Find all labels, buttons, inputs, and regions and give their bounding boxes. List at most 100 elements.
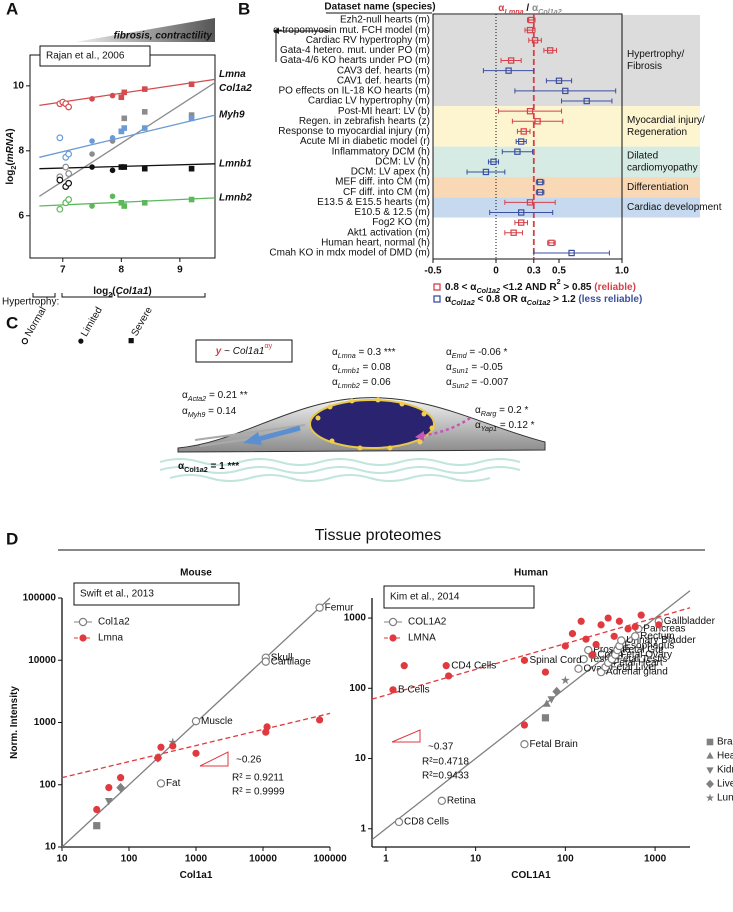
legend-label: Brain <box>717 737 733 748</box>
row-label: Gata-4 hetero. mut. under PO (m) <box>280 45 430 56</box>
error-bar <box>516 128 531 134</box>
point-label: Pancreas <box>643 624 685 635</box>
row-label: Gata-4/6 KO hearts under PO (m) <box>280 55 430 66</box>
point <box>574 664 583 673</box>
text-part: 2 <box>557 277 561 286</box>
estimate <box>562 87 569 95</box>
actomyosin-arrow <box>254 425 301 443</box>
point-label: Testis <box>589 654 615 665</box>
estimate <box>548 239 555 247</box>
group-label: Hypertrophy/ <box>627 49 684 60</box>
legend-label: Kidney <box>717 765 733 776</box>
y-axis-label: Norm. Intensity <box>9 686 20 759</box>
legend-label: Normal <box>23 305 49 338</box>
legend-marker <box>706 738 714 746</box>
estimate <box>534 118 541 125</box>
row-label: Cardiac LV hypertrophy (m) <box>308 96 430 107</box>
legend-label: Severe <box>130 305 156 338</box>
text-part: Lmna <box>504 7 523 16</box>
point <box>79 634 87 642</box>
row-label: Regen. in zebrafish hearts (z) <box>299 116 430 127</box>
x-tick-label: 1000 <box>644 854 667 865</box>
text-part: = -0.05 <box>469 362 504 373</box>
point <box>520 656 529 664</box>
point <box>400 662 408 670</box>
estimate <box>517 138 525 145</box>
point <box>542 699 551 707</box>
legend-label: LMNA <box>408 633 436 644</box>
error-bar <box>489 209 554 215</box>
source-box <box>383 585 535 609</box>
point-label: Colon <box>597 649 623 660</box>
point <box>56 176 64 184</box>
fit-line <box>39 114 216 158</box>
signal-path <box>419 416 471 438</box>
y-tick-label: 100000 <box>23 593 57 604</box>
point <box>188 115 195 122</box>
point-label: Prostate <box>593 645 631 656</box>
error-bar <box>515 139 527 145</box>
legend-label: Heart <box>717 751 733 762</box>
text-part: Col1a2 <box>184 465 208 474</box>
point <box>568 630 577 638</box>
point <box>169 742 177 750</box>
y-tick-label: 10 <box>45 842 57 853</box>
x-tick-label: 0.5 <box>552 266 566 277</box>
text-part: Myh9 <box>188 410 206 419</box>
point <box>592 640 600 649</box>
point-label: Ovary <box>583 663 610 674</box>
point <box>109 92 116 99</box>
arrow-head <box>415 431 424 441</box>
point <box>65 103 73 111</box>
row-label: MEF diff. into CM (m) <box>335 177 430 188</box>
text-part: > 1.2 <box>550 294 578 305</box>
annotation: ~0.26 <box>236 755 262 766</box>
row-label: Human heart, normal (h) <box>321 238 430 249</box>
series-label: Lmnb1 <box>219 158 252 169</box>
point <box>65 196 73 203</box>
fit-line <box>61 712 331 779</box>
estimate <box>520 128 527 135</box>
error-bar <box>504 230 523 236</box>
slope-triangle <box>199 751 229 767</box>
legend-marker <box>78 338 84 344</box>
chart-title: Human <box>514 568 548 579</box>
point-label: CD4 Cells <box>451 660 496 671</box>
legend-bracket <box>117 293 206 298</box>
source: Rajan et al., 2006 <box>46 51 125 62</box>
error-bar <box>524 27 536 33</box>
text-part: α <box>332 377 338 388</box>
text-part: (less reliable) <box>578 294 642 305</box>
text-part: COL1A1 <box>511 870 551 881</box>
estimate <box>536 189 544 196</box>
point <box>316 716 324 724</box>
text-part: <1.2 AND R <box>500 282 557 293</box>
column-header: Dataset name (species) <box>324 2 435 13</box>
estimate <box>517 219 525 226</box>
legend-bracket <box>32 293 56 298</box>
error-bar <box>543 47 557 53</box>
row-label: Ezh2-null hearts (m) <box>340 15 430 26</box>
x-tick-label: 1.0 <box>615 266 629 277</box>
arrow-head <box>243 432 262 445</box>
text-part: α <box>182 390 188 401</box>
legend-label: 0.8 < αCol1a2 <1.2 AND R2 > 0.85 (reliab… <box>445 277 636 295</box>
point <box>610 632 618 640</box>
error-bar <box>533 250 610 256</box>
panel-label: C <box>6 313 18 332</box>
formula-box <box>195 339 293 363</box>
point <box>141 125 148 131</box>
row-label: Fog2 KO (m) <box>372 217 430 228</box>
source-box <box>73 582 240 606</box>
point <box>520 721 529 729</box>
point <box>118 164 125 170</box>
point <box>93 805 101 814</box>
estimate <box>546 47 554 54</box>
point <box>121 164 128 170</box>
x-tick-label: 100000 <box>313 854 347 865</box>
error-bar <box>504 199 556 205</box>
cell-drawing <box>159 339 546 482</box>
point <box>655 621 663 629</box>
x-tick-label: 1000 <box>185 854 208 865</box>
point-label: Gallbladder <box>664 616 716 627</box>
